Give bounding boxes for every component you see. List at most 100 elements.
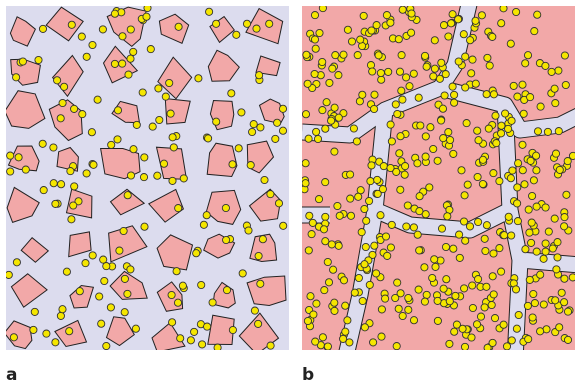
dot [541,247,550,256]
dot [561,80,570,90]
dot [205,7,214,16]
dot [138,88,147,97]
dot [67,215,76,224]
dot [82,169,91,178]
dot [123,289,132,298]
dot [473,172,482,182]
particle [6,186,40,224]
channel [438,80,575,138]
dot [311,337,320,346]
dot [148,122,157,131]
dot [199,220,208,229]
dot [318,106,327,115]
dot [525,228,534,237]
dot [168,176,177,185]
dot [100,276,109,286]
dot [560,298,569,307]
dot [471,79,480,88]
dot [394,304,403,313]
particle [100,148,141,180]
dot [450,327,459,336]
dot [66,167,75,176]
dot [527,238,536,247]
dot [266,341,275,350]
dot [429,144,438,154]
dot [509,81,518,90]
dot [529,176,538,185]
dot [500,231,509,240]
dot [255,71,264,80]
dot [430,64,439,73]
dot [514,310,523,320]
dot [373,189,382,198]
dot [168,133,177,142]
dot [454,57,463,66]
dot [499,320,508,329]
dot [536,102,545,111]
dot [329,265,338,274]
dot [448,82,457,91]
particle [164,97,191,125]
dot [455,230,464,239]
particle [105,316,135,347]
dot [381,294,390,303]
dot [477,11,486,20]
dot [372,21,381,30]
dot [443,212,452,221]
dot [62,267,71,276]
dot [447,19,456,28]
dot [320,286,329,295]
dot [368,250,377,259]
dot [319,225,329,234]
dot [222,286,232,295]
dot [530,27,539,36]
dot [395,149,404,158]
dot [58,98,67,108]
dot [123,191,132,200]
dot [541,239,550,248]
dot [373,175,382,184]
dot [429,72,438,81]
dot [497,129,506,138]
dot [422,290,431,299]
dot [421,210,430,219]
dot [339,50,348,59]
dot [433,156,442,165]
dot [132,120,141,129]
dot [318,333,327,342]
dot [118,59,127,68]
dot [392,167,401,176]
dot [451,291,460,300]
dot [302,110,311,119]
dot [12,73,21,82]
dot [525,275,534,284]
dot [393,109,402,119]
dot [555,323,564,332]
dot [18,57,27,66]
dot [323,257,332,267]
particle [148,188,185,223]
particle [158,13,190,44]
dot [246,161,255,170]
dot [102,341,111,350]
dot [328,64,337,73]
dot [302,50,311,59]
dot [422,62,431,71]
dot [548,244,557,253]
dot [480,234,489,243]
dot [476,312,486,321]
dot [489,90,498,99]
dot [349,124,358,133]
dot [169,143,178,152]
dot [352,137,361,146]
panel-label: b [302,365,314,383]
dot [6,167,15,176]
dot [302,179,310,188]
dot [454,15,463,24]
dot [421,152,430,161]
dot [455,253,464,262]
dot [398,311,407,321]
dot [474,136,483,145]
dot [113,106,123,115]
